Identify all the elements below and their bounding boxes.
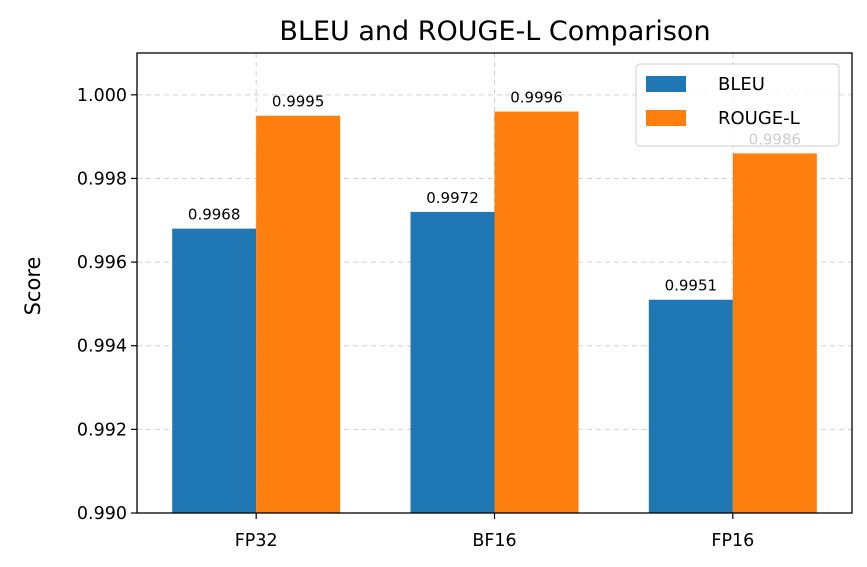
bar-bleu: [172, 228, 257, 514]
legend-swatch: [646, 76, 686, 92]
bar-rouge-l: [732, 153, 817, 513]
bar-bleu: [648, 299, 733, 513]
legend-box: [635, 63, 840, 147]
bar-bleu: [410, 211, 495, 513]
bars-group: [172, 111, 817, 514]
x-tick-label: FP16: [711, 531, 754, 551]
y-tick-label: 0.990: [77, 504, 127, 524]
y-tick-label: 0.992: [77, 420, 127, 440]
y-axis-label: Score: [21, 257, 45, 316]
legend-label: ROUGE-L: [718, 108, 800, 129]
y-tick-label: 0.998: [77, 169, 127, 189]
legend-swatch: [646, 110, 686, 126]
x-axis: FP32 BF16 FP16: [235, 513, 754, 551]
bar-value-label: 0.9968: [188, 206, 241, 224]
legend: BLEU ROUGE-L: [635, 63, 840, 147]
chart-title: BLEU and ROUGE-L Comparison: [279, 16, 710, 47]
bar-value-label: 0.9951: [665, 277, 718, 295]
y-tick-label: 0.994: [77, 337, 127, 357]
bar-value-label: 0.9972: [426, 189, 479, 207]
legend-label: BLEU: [718, 74, 765, 95]
bar-value-label: 0.9996: [510, 89, 563, 107]
bar-rouge-l: [494, 111, 579, 513]
x-tick-label: BF16: [472, 531, 516, 551]
bar-value-label: 0.9995: [272, 93, 325, 111]
bar-rouge-l: [256, 115, 341, 514]
x-tick-label: FP32: [235, 531, 278, 551]
y-tick-label: 0.996: [77, 253, 127, 273]
y-tick-label: 1.000: [77, 86, 127, 106]
y-axis: 0.990 0.992 0.994 0.996 0.998 1.000: [77, 86, 137, 524]
